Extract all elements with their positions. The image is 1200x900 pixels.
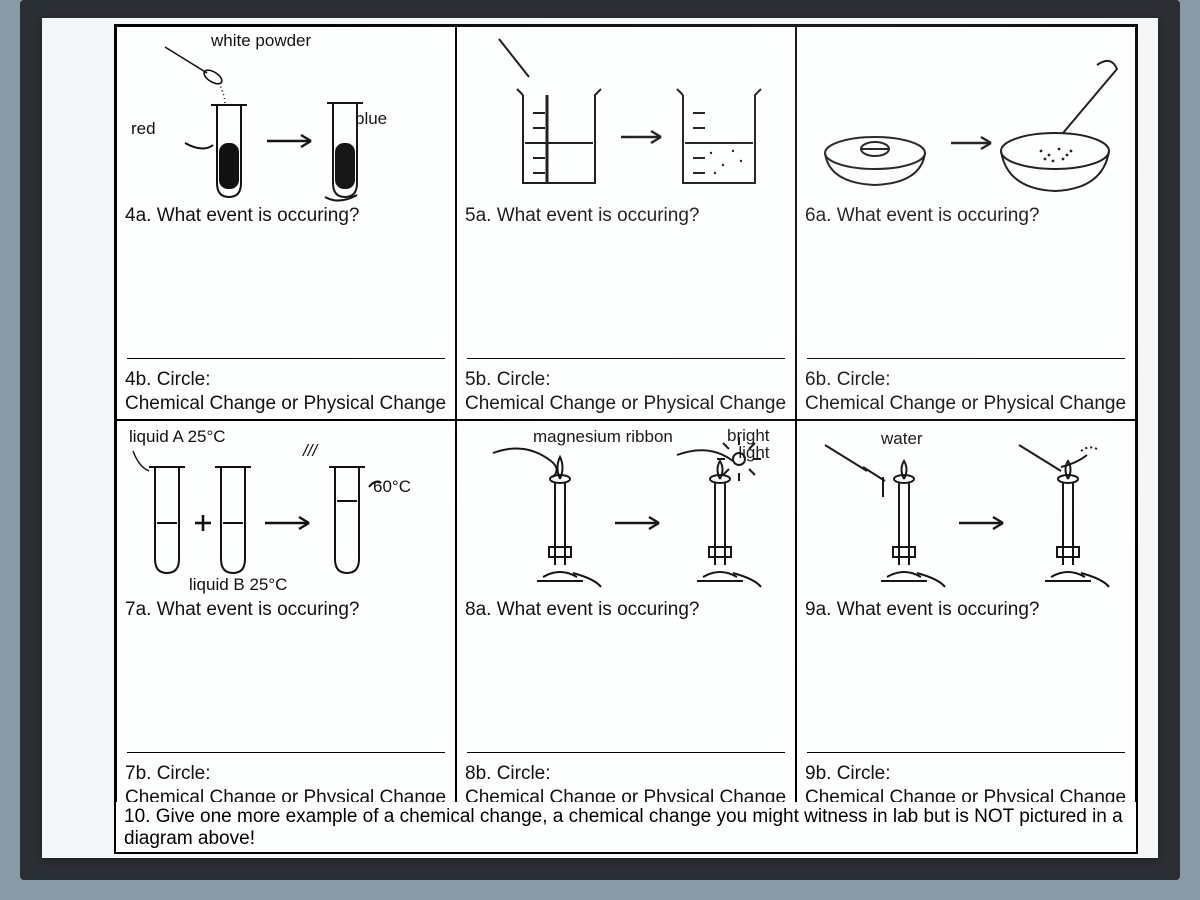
answer-9a[interactable] (807, 627, 1125, 753)
question-8b: 8b. Circle: (465, 763, 787, 785)
answer-6a[interactable] (807, 233, 1125, 359)
svg-test-tubes (125, 33, 456, 213)
svg-bunsen-mg (465, 427, 796, 602)
diagram-6 (805, 33, 1127, 203)
svg-beakers (465, 33, 796, 213)
question-7a: 7a. What event is occuring? (125, 599, 447, 621)
answer-5a[interactable] (467, 233, 785, 359)
question-7b: 7b. Circle: (125, 763, 447, 785)
svg-mortar (805, 33, 1136, 213)
svg-mixing (125, 427, 456, 602)
cell-5: 5a. What event is occuring? 5b. Circle: … (456, 26, 796, 420)
question-8a: 8a. What event is occuring? (465, 599, 787, 621)
answer-7a[interactable] (127, 627, 445, 753)
cell-6: 6a. What event is occuring? 6b. Circle: … (796, 26, 1136, 420)
question-9a: 9a. What event is occuring? (805, 599, 1127, 621)
worksheet-page: white powder red blue (42, 18, 1158, 858)
cell-9: water (796, 420, 1136, 814)
question-5b: 5b. Circle: (465, 369, 787, 391)
answer-8a[interactable] (467, 627, 785, 753)
worksheet-grid: white powder red blue (114, 24, 1138, 816)
diagram-9: water (805, 427, 1127, 597)
question-10: 10. Give one more example of a chemical … (114, 802, 1138, 854)
choice-5b[interactable]: Chemical Change or Physical Change (465, 393, 787, 415)
choice-6b[interactable]: Chemical Change or Physical Change (805, 393, 1127, 415)
diagram-8: magnesium ribbon brightlight (465, 427, 787, 597)
cell-7: liquid A 25°C liquid B 25°C 60°C /// (116, 420, 456, 814)
cell-4: white powder red blue (116, 26, 456, 420)
cell-8: magnesium ribbon brightlight (456, 420, 796, 814)
answer-4a[interactable] (127, 233, 445, 359)
diagram-4: white powder red blue (125, 33, 447, 203)
question-6b: 6b. Circle: (805, 369, 1127, 391)
choice-4b[interactable]: Chemical Change or Physical Change (125, 393, 447, 415)
svg-bunsen-water (805, 427, 1136, 602)
question-9b: 9b. Circle: (805, 763, 1127, 785)
screen-frame: white powder red blue (20, 0, 1180, 880)
question-4b: 4b. Circle: (125, 369, 447, 391)
diagram-5 (465, 33, 787, 203)
diagram-7: liquid A 25°C liquid B 25°C 60°C /// (125, 427, 447, 597)
